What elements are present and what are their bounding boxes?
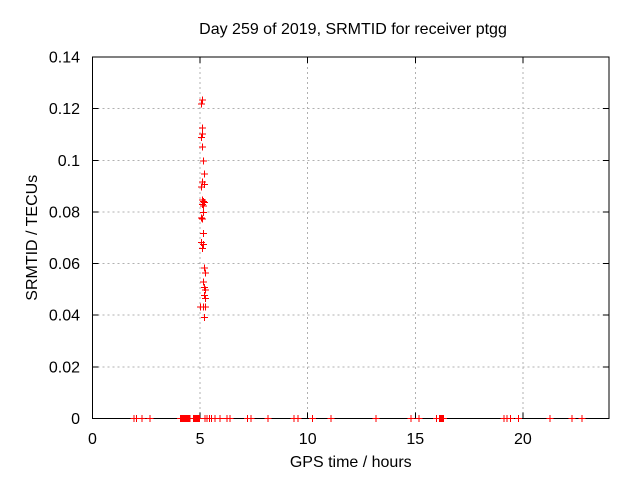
x-axis-label: GPS time / hours	[290, 454, 412, 471]
y-tick-label: 0.1	[58, 153, 80, 170]
x-axis-tick-labels: 0 5 10 15 20	[88, 431, 532, 448]
y-tick-label: 0.14	[49, 50, 80, 67]
grid-lines	[92, 57, 609, 419]
y-axis-label: SRMTID / TECUs	[24, 175, 41, 301]
x-tick-label: 5	[196, 431, 205, 448]
y-tick-label: 0	[71, 411, 80, 428]
y-tick-label: 0.12	[49, 101, 80, 118]
data-points	[130, 96, 586, 422]
axis-ticks	[92, 56, 609, 419]
y-tick-label: 0.04	[49, 308, 80, 325]
plot-border	[92, 56, 610, 419]
y-tick-label: 0.08	[49, 204, 80, 221]
x-tick-label: 0	[88, 431, 97, 448]
y-tick-label: 0.02	[49, 359, 80, 376]
y-axis-tick-labels: 0 0.02 0.04 0.06 0.08 0.1 0.12 0.14	[49, 50, 80, 429]
x-tick-label: 15	[406, 431, 424, 448]
border-rect	[92, 56, 610, 419]
y-tick-label: 0.06	[49, 256, 80, 273]
x-tick-label: 20	[514, 431, 532, 448]
data-point-markers	[130, 96, 586, 422]
x-tick-label: 10	[299, 431, 317, 448]
chart-title: Day 259 of 2019, SRMTID for receiver ptg…	[199, 21, 507, 38]
